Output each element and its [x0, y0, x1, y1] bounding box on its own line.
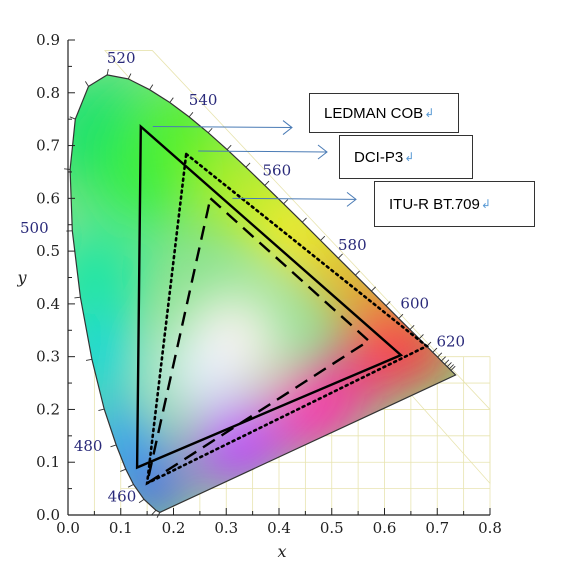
legend-item-ledman-cob: LEDMAN COB ↲ — [309, 93, 459, 133]
locus-tick — [283, 199, 289, 205]
locus-tick — [85, 358, 93, 361]
locus-tick — [446, 362, 452, 368]
locus-tick — [371, 286, 376, 292]
locus-tick — [301, 217, 307, 223]
gamut-dci-p3 — [145, 151, 430, 486]
return-mark-icon: ↲ — [480, 197, 491, 211]
locus-tick — [226, 144, 232, 150]
locus-tick — [84, 81, 89, 87]
return-mark-icon: ↲ — [404, 150, 415, 164]
wavelength-label-580: 580 — [338, 236, 367, 254]
wavelength-label-540: 540 — [189, 91, 218, 109]
y-tick-label: 0.7 — [36, 137, 60, 155]
legend-arrow-head — [282, 120, 293, 135]
legend-arrow-head — [346, 191, 357, 207]
locus-tick — [110, 444, 117, 448]
legend-arrow-line — [152, 126, 293, 129]
gamut-triangles — [135, 123, 430, 486]
locus-tick — [149, 84, 154, 90]
x-tick-label: 0.4 — [267, 519, 291, 537]
wavelength-label-520: 520 — [107, 49, 136, 67]
locus-tick — [441, 356, 446, 362]
locus-tick — [409, 324, 415, 330]
legend-item-itu-r-bt709: ITU-R BT.709 ↲ — [374, 181, 535, 227]
locus-tick — [450, 365, 456, 371]
y-tick-label: 0.9 — [36, 31, 60, 49]
locus-tick — [98, 408, 105, 411]
locus-tick — [432, 347, 438, 353]
locus-tick — [207, 127, 213, 134]
y-tick-label: 0.4 — [36, 295, 60, 313]
legend-label-ledman-cob: LEDMAN COB — [324, 104, 424, 122]
wavelength-label-460: 460 — [108, 487, 137, 505]
locus-tick — [338, 253, 343, 259]
axes: 0.0 0.1 0.2 0.3 0.4 0.5 0.6 0.7 0.8 0.0 0.1 0.2 0.3 0… — [36, 31, 502, 537]
locus-tick — [355, 270, 360, 276]
legend-label-dci-p3: DCI-P3 — [354, 148, 404, 166]
y-tick-label: 0.3 — [36, 348, 60, 366]
wavelength-label-500: 500 — [20, 219, 49, 237]
locus-tick — [418, 334, 424, 340]
y-tick-label: 0.8 — [36, 84, 60, 102]
wavelength-labels: 460 480 500 520 540 560 580 600 620 — [20, 49, 465, 505]
wavelength-label-620: 620 — [436, 332, 465, 350]
x-tick-label: 0.8 — [478, 519, 502, 537]
locus-tick — [188, 111, 194, 118]
gamut-itu-r-bt-709 — [145, 196, 371, 486]
y-tick-label: 0.5 — [36, 242, 60, 260]
gamut-ledman-cob — [135, 123, 404, 470]
locus-tick — [138, 498, 145, 504]
locus-tick — [245, 162, 251, 168]
locus-tick — [398, 313, 404, 319]
locus-tick — [127, 484, 134, 488]
locus-tick — [320, 235, 326, 241]
fill-blob — [70, 229, 143, 326]
locus-tick — [64, 168, 71, 170]
x-tick-label: 0.1 — [109, 519, 133, 537]
y-axis-title: y — [16, 268, 27, 287]
legend-arrow-line — [232, 197, 357, 200]
x-tick-label: 0.0 — [56, 519, 80, 537]
x-tick-label: 0.7 — [425, 519, 449, 537]
locus-tick — [151, 509, 157, 516]
x-tick-label: 0.6 — [373, 519, 397, 537]
locus-tick — [127, 73, 132, 80]
legend-arrow-line — [198, 150, 328, 153]
x-tick-label: 0.2 — [162, 519, 186, 537]
x-axis-title: x — [277, 542, 286, 561]
locus-tick — [385, 301, 391, 307]
legend-item-dci-p3: DCI-P3 ↲ — [339, 135, 473, 179]
y-tick-label: 0.1 — [36, 453, 60, 471]
locus-tick — [437, 352, 443, 358]
x-tick-label: 0.3 — [214, 519, 238, 537]
return-mark-icon: ↲ — [424, 106, 435, 120]
y-tick-label: 0.2 — [36, 400, 60, 418]
locus-tick — [69, 116, 76, 120]
wavelength-label-480: 480 — [74, 437, 103, 455]
locus-tick — [449, 364, 454, 370]
x-tick-label: 0.5 — [320, 519, 344, 537]
y-tick-label: 0.6 — [36, 189, 60, 207]
locus-tick — [120, 468, 126, 472]
locus-tick — [264, 180, 270, 186]
legend-label-itu-r-bt709: ITU-R BT.709 — [389, 195, 480, 213]
wavelength-label-600: 600 — [400, 294, 429, 312]
legend-arrow-head — [317, 144, 328, 160]
y-tick-label: 0.0 — [36, 506, 60, 524]
locus-tick — [106, 68, 109, 76]
fill-blob — [159, 332, 240, 413]
spectral-locus — [69, 74, 457, 514]
wavelength-label-560: 560 — [262, 161, 291, 179]
locus-tick — [169, 97, 174, 103]
locus-tick — [74, 296, 81, 299]
legend-arrows — [152, 120, 357, 207]
locus-ticks — [64, 68, 456, 518]
locus-tick — [444, 359, 450, 365]
